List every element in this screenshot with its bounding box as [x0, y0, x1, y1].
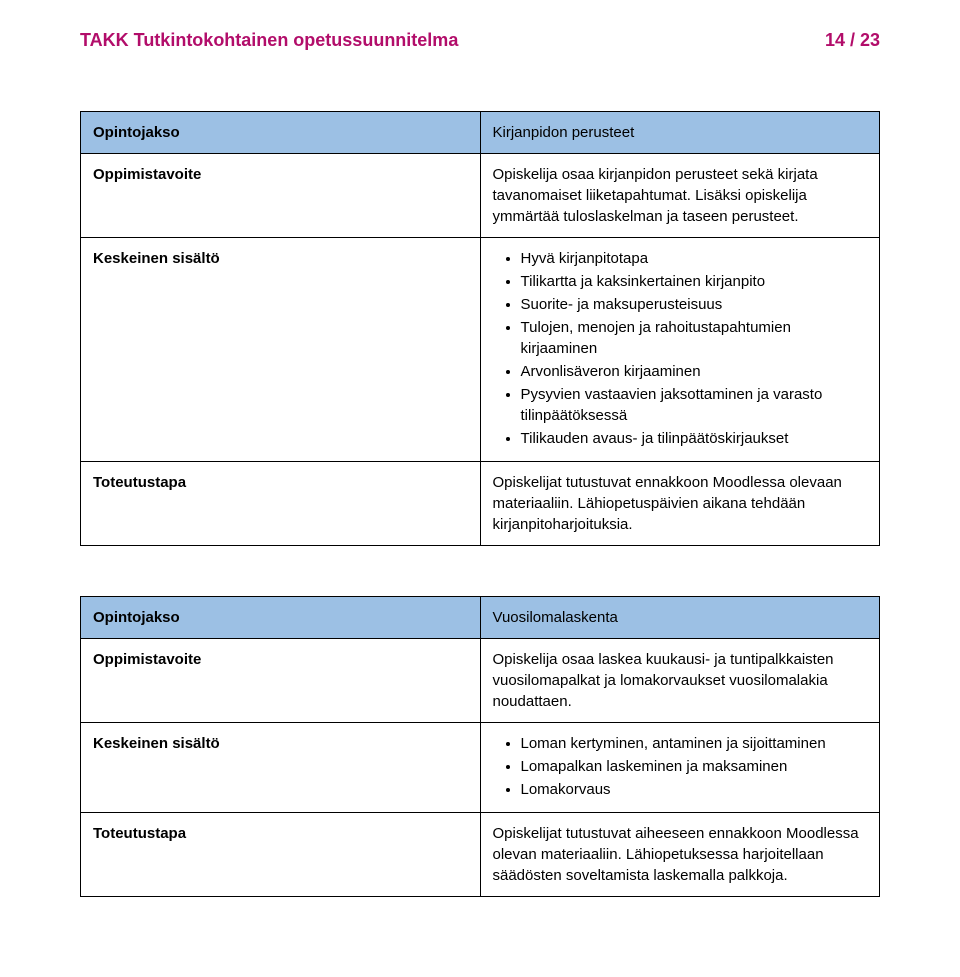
content-text: Opiskelija osaa kirjanpidon perusteet se…: [493, 164, 868, 227]
row-content: Vuosilomalaskenta: [480, 597, 880, 639]
table-row: Opintojakso Kirjanpidon perusteet: [81, 112, 880, 154]
row-content: Opiskelija osaa laskea kuukausi- ja tunt…: [480, 639, 880, 723]
row-label: Oppimistavoite: [81, 639, 481, 723]
table-row: OppimistavoiteOpiskelija osaa laskea kuu…: [81, 639, 880, 723]
row-content: Loman kertyminen, antaminen ja sijoittam…: [480, 723, 880, 813]
table-row: Keskeinen sisältö Loman kertyminen, antam…: [81, 723, 880, 813]
tables-container: Opintojakso Kirjanpidon perusteet Oppimist…: [80, 111, 880, 897]
row-label: Opintojakso: [81, 597, 481, 639]
doc-title: TAKK Tutkintokohtainen opetussuunnitelma: [80, 30, 458, 51]
row-label: Oppimistavoite: [81, 154, 481, 238]
table-row: Keskeinen sisältöHyvä kirjanpitotapaTili…: [81, 238, 880, 462]
row-label: Opintojakso: [81, 112, 481, 154]
list-item: Suorite- ja maksuperusteisuus: [521, 294, 868, 315]
content-text: Opiskelijat tutustuvat ennakkoon Moodles…: [493, 472, 868, 535]
list-item: Tilikartta ja kaksinkertainen kirjanpito: [521, 271, 868, 292]
row-label: Toteutustapa: [81, 462, 481, 546]
row-label: Keskeinen sisältö: [81, 723, 481, 813]
list-item: Arvonlisäveron kirjaaminen: [521, 361, 868, 382]
row-content: Opiskelijat tutustuvat aiheeseen ennakko…: [480, 813, 880, 897]
content-text: Vuosilomalaskenta: [493, 607, 868, 628]
content-text: Opiskelija osaa laskea kuukausi- ja tunt…: [493, 649, 868, 712]
page-number: 14 / 23: [825, 30, 880, 51]
table-row: Opintojakso Vuosilomalaskenta: [81, 597, 880, 639]
page-header: TAKK Tutkintokohtainen opetussuunnitelma…: [80, 30, 880, 51]
row-content: Kirjanpidon perusteet: [480, 112, 880, 154]
table-row: OppimistavoiteOpiskelija osaa kirjanpido…: [81, 154, 880, 238]
content-list: Loman kertyminen, antaminen ja sijoittam…: [493, 733, 868, 800]
list-item: Lomakorvaus: [521, 779, 868, 800]
table-row: ToteutustapaOpiskelijat tutustuvat ennak…: [81, 462, 880, 546]
list-item: Pysyvien vastaavien jaksottaminen ja var…: [521, 384, 868, 426]
content-text: Kirjanpidon perusteet: [493, 122, 868, 143]
list-item: Hyvä kirjanpitotapa: [521, 248, 868, 269]
list-item: Tulojen, menojen ja rahoitustapahtumien …: [521, 317, 868, 359]
list-item: Loman kertyminen, antaminen ja sijoittam…: [521, 733, 868, 754]
row-content: Hyvä kirjanpitotapaTilikartta ja kaksink…: [480, 238, 880, 462]
curriculum-table: Opintojakso Vuosilomalaskenta Oppimistavoi…: [80, 596, 880, 897]
table-row: ToteutustapaOpiskelijat tutustuvat aihee…: [81, 813, 880, 897]
list-item: Tilikauden avaus- ja tilinpäätöskirjauks…: [521, 428, 868, 449]
row-content: Opiskelijat tutustuvat ennakkoon Moodles…: [480, 462, 880, 546]
row-label: Keskeinen sisältö: [81, 238, 481, 462]
page: TAKK Tutkintokohtainen opetussuunnitelma…: [0, 0, 960, 977]
row-content: Opiskelija osaa kirjanpidon perusteet se…: [480, 154, 880, 238]
curriculum-table: Opintojakso Kirjanpidon perusteet Oppimist…: [80, 111, 880, 546]
list-item: Lomapalkan laskeminen ja maksaminen: [521, 756, 868, 777]
content-list: Hyvä kirjanpitotapaTilikartta ja kaksink…: [493, 248, 868, 449]
row-label: Toteutustapa: [81, 813, 481, 897]
content-text: Opiskelijat tutustuvat aiheeseen ennakko…: [493, 823, 868, 886]
